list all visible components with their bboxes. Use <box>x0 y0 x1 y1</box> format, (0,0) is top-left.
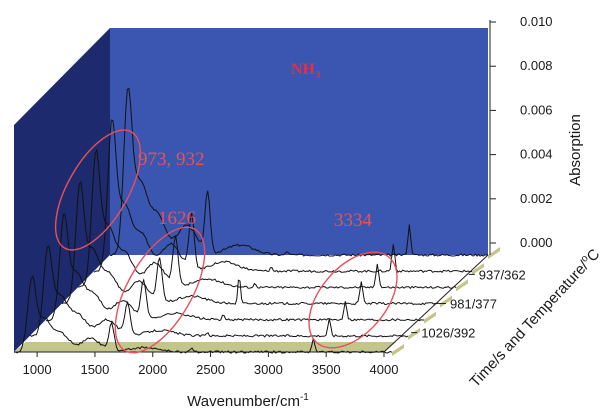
spectrum-trace-2 <box>93 119 473 273</box>
annotation-label: 3334 <box>334 210 373 231</box>
trace-ribbon-5 <box>424 311 436 324</box>
trace-ribbon-3 <box>456 279 468 292</box>
y-tick-label: 0.000 <box>520 235 553 250</box>
x-tick-label: 3000 <box>254 362 283 377</box>
trace-ribbon-1 <box>488 247 500 259</box>
y-tick-label: 0.006 <box>520 102 553 117</box>
x-tick-label: 1500 <box>80 362 109 377</box>
z-tick-label: 937/362 <box>479 267 526 282</box>
spectrum-trace-5 <box>45 213 424 322</box>
x-tick-label: 2000 <box>138 362 167 377</box>
x-tick-label: 1000 <box>23 362 52 377</box>
y-tick-label: 0.004 <box>520 147 553 162</box>
trace-ribbon-6 <box>408 327 420 340</box>
y-axis-title: Absorption <box>567 114 584 186</box>
compound-label: NH3 <box>291 61 321 81</box>
back-wall <box>110 28 488 255</box>
annotation-ellipse <box>54 129 142 251</box>
trace-ribbon-2 <box>472 263 484 276</box>
annotation-label: 973, 932 <box>138 149 205 170</box>
annotation-ellipse <box>308 251 398 349</box>
spectrum-trace-6 <box>29 245 409 338</box>
spectrum-trace-3 <box>78 148 457 290</box>
y-tick-label: 0.002 <box>520 191 553 206</box>
z-tick-label: 981/377 <box>450 297 497 312</box>
side-wall <box>14 28 110 352</box>
trace-ribbon-4 <box>440 295 452 308</box>
z-tick-label: 1026/392 <box>421 326 475 341</box>
spectrum-trace-1 <box>109 87 489 257</box>
annotation-ellipse <box>114 226 206 354</box>
floor-strip <box>14 342 396 352</box>
y-tick-label: 0.008 <box>520 58 553 73</box>
x-tick-label: 3500 <box>312 362 341 377</box>
y-tick-label: 0.010 <box>520 14 553 29</box>
annotation-label: 1626 <box>158 208 196 229</box>
x-tick-label: 4000 <box>370 362 399 377</box>
x-tick-label: 2500 <box>196 362 225 377</box>
z-axis-line <box>383 254 489 353</box>
trace-ribbon-7 <box>392 344 404 356</box>
x-axis-title: Wavenumber/cm-1 <box>187 392 309 410</box>
spectrum-trace-4 <box>61 181 441 306</box>
